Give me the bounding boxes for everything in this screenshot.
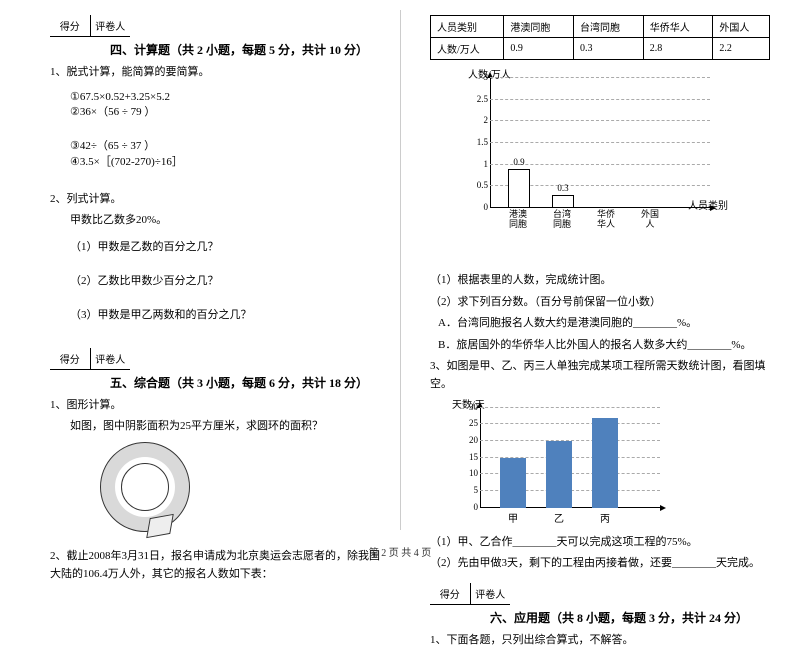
chart1-xlabel: 人员类别 — [688, 197, 728, 212]
th-3: 华侨华人 — [643, 16, 713, 38]
c2-cat-2: 丙 — [592, 510, 618, 525]
qr2a: A．台湾同胞报名人数大约是港澳同胞的________%。 — [438, 315, 770, 333]
th-0: 人员类别 — [431, 16, 504, 38]
score-box-3: 得分 评卷人 — [430, 583, 510, 605]
th-1: 港澳同胞 — [504, 16, 574, 38]
q2-3: （3）甲数是甲乙两数和的百分之几？ — [70, 306, 380, 322]
c1-grid-4 — [490, 120, 710, 121]
section-4-title: 四、计算题（共 2 小题，每题 5 分，共计 10 分） — [110, 41, 380, 58]
td-1: 0.3 — [574, 38, 644, 60]
qr2b: B．旅居国外的华侨华人比外国人的报名人数多大约________%。 — [438, 337, 770, 355]
section-6-title: 六、应用题（共 8 小题，每题 3 分，共计 24 分） — [490, 609, 770, 626]
c2-tick-2: 10 — [464, 468, 478, 478]
c1-tick-6: 3 — [470, 72, 488, 82]
score-label-3: 得分 — [430, 583, 471, 604]
score-box: 得分 评卷人 — [50, 15, 130, 37]
chart1-axes: 人员类别 0 0.5 1 1.5 2 2.5 3 0.9 0.3 — [490, 78, 710, 208]
qr2: （2）求下列百分数。（百分号前保留一位小数） — [430, 294, 770, 312]
c1-cat-2: 华侨华人 — [596, 210, 616, 230]
c1-tick-5: 2.5 — [470, 94, 488, 104]
th-4: 外国人 — [713, 16, 770, 38]
ring-flap — [146, 514, 174, 538]
q2-sub: 甲数比乙数多20%。 — [70, 212, 380, 230]
td-0: 0.9 — [504, 38, 574, 60]
q2-2: （2）乙数比甲数少百分之几？ — [70, 272, 380, 288]
chart2-arrow-x — [660, 505, 666, 511]
c2-cat-1: 乙 — [546, 510, 572, 525]
c1-grid-6 — [490, 77, 710, 78]
q5-1: 1、图形计算。 — [50, 397, 380, 415]
table-data-row: 人数/万人 0.9 0.3 2.8 2.2 — [431, 38, 770, 60]
q2: 2、列式计算。 — [50, 191, 380, 209]
ring-inner — [121, 463, 169, 511]
c1-cat-0: 港澳同胞 — [508, 210, 528, 230]
td-3: 2.2 — [713, 38, 770, 60]
calc-a: ①67.5×0.52+3.25×5.2 — [70, 90, 230, 103]
c2-tick-3: 15 — [464, 452, 478, 462]
c1-tick-1: 0.5 — [470, 180, 488, 190]
c2-bar-1 — [546, 441, 572, 508]
q2-1: （1）甲数是乙数的百分之几？ — [70, 238, 380, 254]
section-5-title: 五、综合题（共 3 小题，每题 6 分，共计 18 分） — [110, 374, 380, 391]
table-header-row: 人员类别 港澳同胞 台湾同胞 华侨华人 外国人 — [431, 16, 770, 38]
chart1-cat-spacer — [430, 232, 770, 268]
calc-row-2: ③42÷（65 ÷ 37 ） ④3.5×［(702-270)÷16］ — [70, 137, 380, 169]
chart-1: 人数/万人 人员类别 0 0.5 1 1.5 2 2.5 3 — [460, 68, 730, 228]
qr3: 3、如图是甲、乙、丙三人单独完成某项工程所需天数统计图，看图填空。 — [430, 358, 770, 393]
c2-tick-4: 20 — [464, 435, 478, 445]
q6-1: 1、下面各题，只列出综合算式，不解答。 — [430, 632, 770, 649]
c1-barval-1: 0.3 — [548, 183, 578, 193]
c1-tick-4: 2 — [470, 115, 488, 125]
c2-grid-6 — [480, 407, 660, 408]
qr1: （1）根据表里的人数，完成统计图。 — [430, 272, 770, 290]
c1-bar-0 — [508, 169, 530, 208]
c1-cat-1: 台湾同胞 — [552, 210, 572, 230]
calc-c: ③42÷（65 ÷ 37 ） — [70, 137, 230, 153]
c1-cat-3: 外国人 — [640, 210, 660, 230]
c2-tick-6: 30 — [464, 402, 478, 412]
calc-d: ④3.5×［(702-270)÷16］ — [70, 153, 230, 169]
page-footer: 第 2 页 共 4 页 — [0, 544, 800, 559]
score-box-2: 得分 评卷人 — [50, 348, 130, 370]
td-2: 2.8 — [643, 38, 713, 60]
q5-1-sub: 如图，图中阴影面积为25平方厘米，求圆环的面积？ — [70, 418, 380, 436]
c1-tick-2: 1 — [470, 159, 488, 169]
c2-bar-2 — [592, 418, 618, 508]
calc-row-1: ①67.5×0.52+3.25×5.2 ②36×（56 ÷ 79 ） — [70, 90, 380, 119]
grader-label-3: 评卷人 — [471, 583, 511, 604]
c1-tick-0: 0 — [470, 202, 488, 212]
c1-grid-5 — [490, 99, 710, 100]
score-label-2: 得分 — [50, 348, 91, 369]
right-column: 人员类别 港澳同胞 台湾同胞 华侨华人 外国人 人数/万人 0.9 0.3 2.… — [400, 0, 800, 540]
c1-barval-0: 0.9 — [504, 157, 534, 167]
c2-cat-0: 甲 — [500, 510, 526, 525]
chart2-axes: 0 5 10 15 20 25 30 甲 乙 丙 — [480, 408, 660, 508]
chart-2: 天数/天 0 5 10 15 20 25 30 — [460, 400, 680, 530]
score-label: 得分 — [50, 15, 91, 36]
c1-grid-3 — [490, 142, 710, 143]
c1-bar-1 — [552, 195, 574, 208]
chart1-yaxis — [490, 78, 491, 208]
c2-tick-0: 0 — [464, 502, 478, 512]
th-2: 台湾同胞 — [574, 16, 644, 38]
data-table: 人员类别 港澳同胞 台湾同胞 华侨华人 外国人 人数/万人 0.9 0.3 2.… — [430, 15, 770, 60]
calc-b: ②36×（56 ÷ 79 ） — [70, 103, 230, 119]
grader-label-2: 评卷人 — [91, 348, 131, 369]
c2-tick-5: 25 — [464, 418, 478, 428]
c2-bar-0 — [500, 458, 526, 508]
td-label: 人数/万人 — [431, 38, 504, 60]
c2-grid-5 — [480, 423, 660, 424]
q1: 1、脱式计算，能简算的要简算。 — [50, 64, 380, 82]
c2-tick-1: 5 — [464, 485, 478, 495]
grader-label: 评卷人 — [91, 15, 131, 36]
c1-tick-3: 1.5 — [470, 137, 488, 147]
left-column: 得分 评卷人 四、计算题（共 2 小题，每题 5 分，共计 10 分） 1、脱式… — [0, 0, 400, 540]
annulus-figure — [90, 442, 200, 542]
